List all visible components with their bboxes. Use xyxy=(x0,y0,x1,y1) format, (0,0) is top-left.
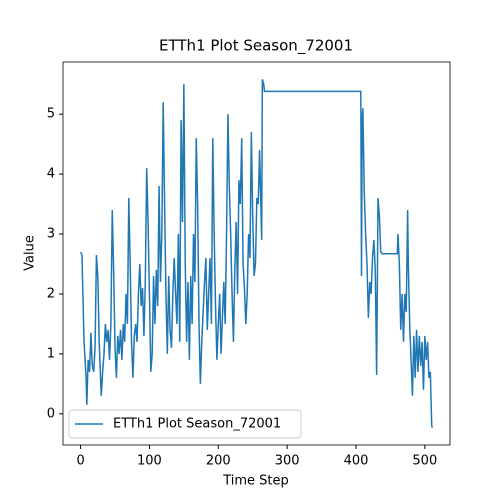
y-tick-label: 0 xyxy=(47,406,55,421)
legend-label: ETTh1 Plot Season_72001 xyxy=(113,417,281,432)
x-tick-label: 500 xyxy=(412,454,437,469)
x-tick-label: 100 xyxy=(137,454,162,469)
y-tick-label: 5 xyxy=(47,107,55,122)
legend-box xyxy=(68,409,302,439)
data-line xyxy=(79,79,434,428)
x-tick-label: 200 xyxy=(206,454,231,469)
y-tick-label: 4 xyxy=(47,167,55,182)
chart-title: ETTh1 Plot Season_72001 xyxy=(159,37,353,56)
x-tick-label: 300 xyxy=(275,454,300,469)
x-axis-label: Time Step xyxy=(222,474,289,489)
y-axis-label: Value xyxy=(23,235,38,271)
y-tick-label: 3 xyxy=(47,227,55,242)
y-tick-label: 2 xyxy=(47,286,55,301)
y-tick-label: 1 xyxy=(47,346,55,361)
x-tick-label: 400 xyxy=(344,454,369,469)
plot-frame xyxy=(62,61,451,446)
x-tick-label: 0 xyxy=(76,454,84,469)
